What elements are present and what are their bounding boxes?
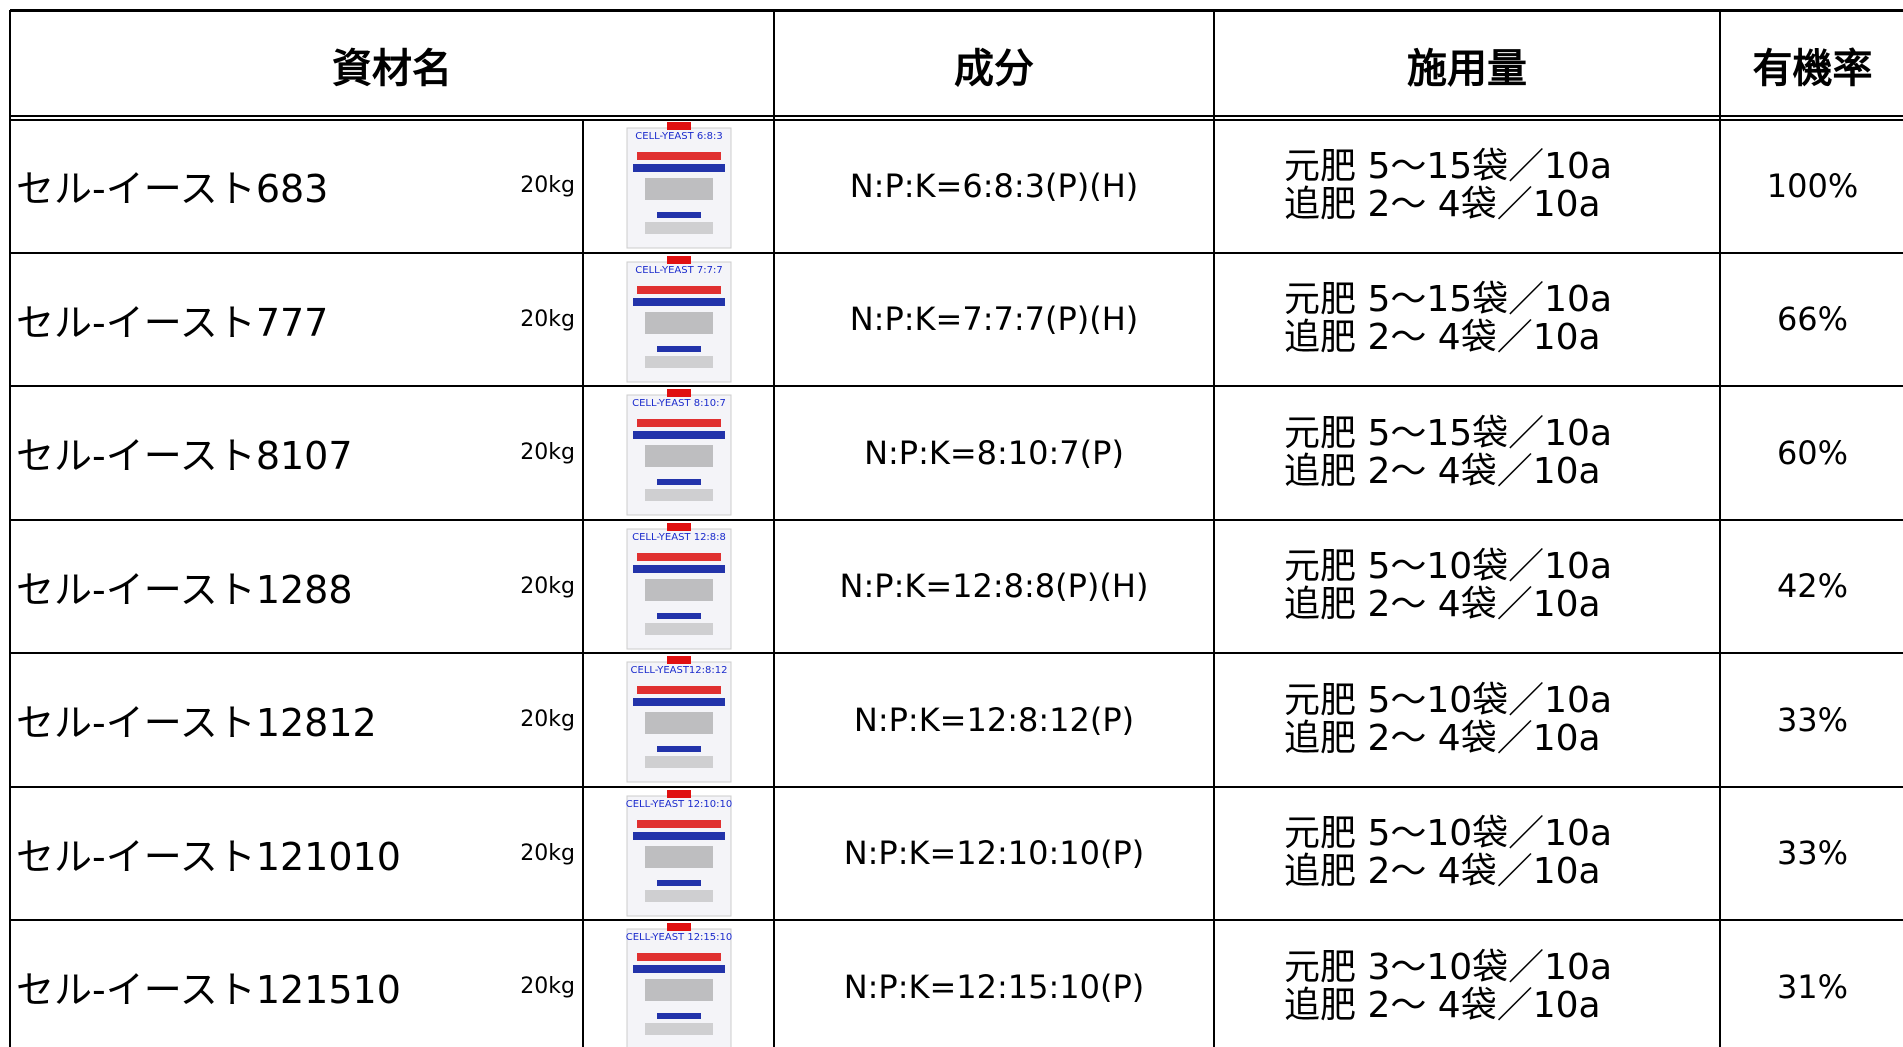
dosage-line: 追肥 2〜 4袋／10a bbox=[1284, 717, 1601, 759]
product-image: CELL-YEAST 8:10:7 bbox=[626, 389, 732, 516]
product-name: セル-イースト12812 bbox=[16, 701, 377, 746]
weight: 20kg bbox=[520, 974, 575, 1000]
dosage-line: 元肥 5〜10袋／10a bbox=[1284, 679, 1613, 721]
dosage-line: 元肥 5〜15袋／10a bbox=[1284, 412, 1613, 454]
organic-rate: 66% bbox=[1776, 300, 1849, 339]
image-label: CELL-YEAST 12:8:8 bbox=[632, 532, 726, 543]
product-name: セル-イースト777 bbox=[16, 300, 329, 345]
product-image: CELL-YEAST 12:8:8 bbox=[626, 522, 732, 649]
row-border bbox=[10, 251, 1903, 254]
product-image: CELL-YEAST 7:7:7 bbox=[626, 255, 732, 382]
column-border bbox=[1213, 10, 1215, 1047]
column-border bbox=[1719, 10, 1721, 1047]
component: N:P:K=12:10:10(P) bbox=[843, 834, 1145, 873]
header-border bbox=[10, 119, 1903, 121]
weight: 20kg bbox=[520, 707, 575, 733]
weight: 20kg bbox=[520, 173, 575, 199]
dosage-line: 追肥 2〜 4袋／10a bbox=[1284, 183, 1601, 225]
product-image: CELL-YEAST 6:8:3 bbox=[626, 122, 732, 249]
dosage: 元肥 5〜10袋／10a 追肥 2〜 4袋／10a bbox=[1214, 653, 1720, 787]
component: N:P:K=12:8:12(P) bbox=[853, 700, 1135, 739]
row-border bbox=[10, 652, 1903, 654]
dosage-line: 追肥 2〜 4袋／10a bbox=[1284, 851, 1601, 893]
product-name: セル-イースト121510 bbox=[16, 968, 401, 1013]
row-border bbox=[10, 785, 1903, 788]
weight: 20kg bbox=[520, 573, 575, 599]
dosage: 元肥 5〜15袋／10a 追肥 2〜 4袋／10a bbox=[1214, 386, 1720, 520]
dosage: 元肥 5〜15袋／10a 追肥 2〜 4袋／10a bbox=[1214, 119, 1720, 253]
row-border bbox=[10, 518, 1903, 521]
product-image: CELL-YEAST 12:15:10 bbox=[626, 923, 733, 1047]
product-image: CELL-YEAST12:8:12 bbox=[626, 656, 732, 783]
organic-rate: 100% bbox=[1766, 166, 1859, 205]
dosage-line: 元肥 3〜10袋／10a bbox=[1284, 946, 1613, 988]
row-border bbox=[10, 385, 1903, 387]
column-border bbox=[773, 10, 775, 1047]
weight: 20kg bbox=[520, 306, 575, 332]
product-name: セル-イースト683 bbox=[16, 167, 329, 212]
dosage-line: 追肥 2〜 4袋／10a bbox=[1284, 984, 1601, 1026]
product-image: CELL-YEAST 12:10:10 bbox=[626, 789, 733, 916]
organic-rate: 60% bbox=[1776, 433, 1849, 472]
image-label: CELL-YEAST 6:8:3 bbox=[635, 131, 722, 142]
image-label: CELL-YEAST 7:7:7 bbox=[635, 265, 722, 276]
component: N:P:K=8:10:7(P) bbox=[864, 433, 1124, 472]
column-border bbox=[9, 10, 11, 1047]
dosage: 元肥 5〜10袋／10a 追肥 2〜 4袋／10a bbox=[1214, 520, 1720, 654]
header-cell: 成分 bbox=[954, 45, 1034, 92]
header-cell: 有機率 bbox=[1752, 45, 1873, 92]
dosage-line: 元肥 5〜10袋／10a bbox=[1284, 546, 1613, 588]
component: N:P:K=12:15:10(P) bbox=[843, 967, 1145, 1006]
image-label: CELL-YEAST 8:10:7 bbox=[632, 398, 726, 409]
image-label: CELL-YEAST12:8:12 bbox=[631, 665, 728, 676]
dosage-line: 追肥 2〜 4袋／10a bbox=[1284, 450, 1601, 492]
dosage: 元肥 5〜10袋／10a 追肥 2〜 4袋／10a bbox=[1214, 787, 1720, 921]
header-border bbox=[10, 115, 1903, 117]
row-border bbox=[10, 919, 1903, 921]
header-cell: 施用量 bbox=[1407, 45, 1527, 92]
organic-rate: 31% bbox=[1776, 967, 1849, 1006]
weight: 20kg bbox=[520, 840, 575, 866]
dosage-line: 追肥 2〜 4袋／10a bbox=[1284, 584, 1601, 626]
dosage-line: 元肥 5〜15袋／10a bbox=[1284, 145, 1613, 187]
dosage: 元肥 3〜10袋／10a 追肥 2〜 4袋／10a bbox=[1214, 920, 1720, 1047]
product-name: セル-イースト121010 bbox=[16, 834, 401, 879]
image-label: CELL-YEAST 12:15:10 bbox=[626, 932, 733, 943]
dosage: 元肥 5〜15袋／10a 追肥 2〜 4袋／10a bbox=[1214, 253, 1720, 387]
organic-rate: 33% bbox=[1776, 834, 1849, 873]
component: N:P:K=6:8:3(P)(H) bbox=[849, 166, 1139, 205]
header-cell: 資材名 bbox=[332, 45, 452, 92]
column-border bbox=[582, 119, 584, 1047]
dosage-line: 元肥 5〜10袋／10a bbox=[1284, 813, 1613, 855]
dosage-line: 元肥 5〜15袋／10a bbox=[1284, 279, 1613, 321]
organic-rate: 42% bbox=[1776, 567, 1849, 606]
product-name: セル-イースト8107 bbox=[16, 434, 353, 479]
component: N:P:K=7:7:7(P)(H) bbox=[849, 300, 1139, 339]
image-label: CELL-YEAST 12:10:10 bbox=[626, 799, 733, 810]
dosage-line: 追肥 2〜 4袋／10a bbox=[1284, 317, 1601, 359]
product-name: セル-イースト1288 bbox=[16, 567, 353, 612]
table-border bbox=[10, 9, 1903, 12]
weight: 20kg bbox=[520, 440, 575, 466]
organic-rate: 33% bbox=[1776, 700, 1849, 739]
component: N:P:K=12:8:8(P)(H) bbox=[839, 567, 1149, 606]
